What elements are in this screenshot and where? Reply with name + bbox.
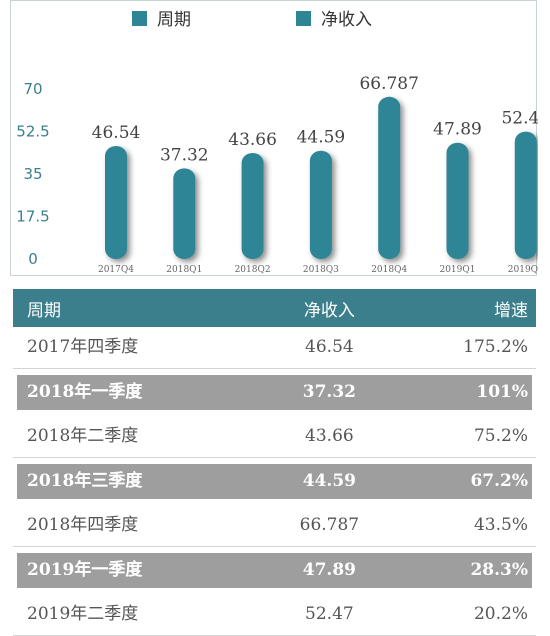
- cell-income-container: 43.66: [264, 416, 395, 458]
- cell-growth: 175.2%: [463, 337, 528, 357]
- chart-panel: 周期 净收入 0 17.5 35 52.5 70 46.54 37.32 43.66 44.5…: [10, 0, 538, 276]
- cell-growth: 20.2%: [473, 604, 528, 624]
- cell-income: 43.66: [305, 426, 354, 446]
- table-row: 2019年二季度 52.47 20.2%: [13, 594, 536, 636]
- y-tick-label: 0: [28, 250, 38, 268]
- cell-growth: 67.2%: [394, 464, 532, 499]
- header-income: 净收入: [264, 289, 395, 327]
- bar-value-label: 47.89: [433, 120, 482, 140]
- value-labels: 46.54 37.32 43.66 44.59 66.787 47.89 52.47: [92, 74, 538, 166]
- bar-value-label: 37.32: [160, 145, 209, 165]
- bar: [446, 142, 469, 259]
- table-row: 2018年二季度 43.66 75.2%: [13, 416, 536, 458]
- cell-income: 46.54: [305, 337, 354, 357]
- cell-income: 47.89: [264, 553, 395, 588]
- x-tick-label: 2018Q2: [235, 265, 271, 275]
- x-tick-label: 2018Q3: [303, 265, 339, 275]
- bar-value-label: 43.66: [228, 130, 277, 150]
- cell-growth-container: 43.5%: [394, 505, 536, 547]
- table-header-row: 周期 净收入 增速: [13, 289, 536, 327]
- cell-period: 2019年二季度: [27, 604, 139, 624]
- cell-growth-container: 67.2%: [394, 457, 536, 505]
- bar-value-label: 66.787: [359, 74, 418, 94]
- cell-income-container: 66.787: [264, 505, 395, 547]
- cell-period-container: 2018年一季度: [13, 368, 265, 416]
- cell-income-container: 44.59: [264, 457, 395, 505]
- bar: [309, 150, 332, 259]
- header-period: 周期: [13, 289, 265, 327]
- bar: [173, 168, 196, 259]
- cell-period-container: 2019年一季度: [13, 546, 265, 594]
- bar-value-label: 46.54: [92, 123, 141, 143]
- legend: 周期 净收入: [132, 10, 372, 30]
- y-tick-label: 35: [23, 165, 42, 183]
- legend-swatch-period: [132, 11, 147, 26]
- header-growth: 增速: [394, 289, 536, 327]
- bar: [105, 145, 127, 259]
- cell-growth-container: 28.3%: [394, 546, 536, 594]
- x-tick-label: 2019Q1: [439, 265, 475, 275]
- bar-value-label: 52.47: [501, 109, 538, 129]
- cell-period: 2018年三季度: [17, 464, 265, 499]
- cell-period: 2018年四季度: [27, 515, 139, 535]
- bar: [514, 131, 537, 259]
- cell-income: 66.787: [299, 515, 360, 535]
- legend-label-income: 净收入: [321, 10, 372, 30]
- x-tick-label: 2018Q1: [166, 265, 202, 275]
- cell-income-container: 37.32: [264, 368, 395, 416]
- cell-period-container: 2018年三季度: [13, 457, 265, 505]
- cell-growth-container: 101%: [394, 368, 536, 416]
- legend-label-period: 周期: [157, 10, 191, 30]
- cell-period-container: 2018年四季度: [13, 505, 265, 547]
- y-axis: 0 17.5 35 52.5 70: [16, 80, 49, 268]
- table-row: 2017年四季度 46.54 175.2%: [13, 327, 536, 369]
- cell-income: 37.32: [264, 375, 395, 410]
- bars: [105, 96, 537, 259]
- cell-period: 2018年二季度: [27, 426, 139, 446]
- cell-period-container: 2017年四季度: [13, 327, 265, 369]
- cell-period-container: 2019年二季度: [13, 594, 265, 636]
- x-tick-label: 2018Q4: [371, 265, 407, 275]
- bar-value-label: 44.59: [297, 128, 346, 148]
- cell-period-container: 2018年二季度: [13, 416, 265, 458]
- table-body: 2017年四季度 46.54 175.2% 2018年一季度 37.32 101% 2018…: [13, 327, 536, 636]
- table-row: 2018年四季度 66.787 43.5%: [13, 505, 536, 547]
- x-axis: 2017Q4 2018Q1 2018Q2 2018Q3 2018Q4 2019Q1 2019…: [98, 265, 538, 275]
- cell-income-container: 47.89: [264, 546, 395, 594]
- legend-swatch-income: [296, 11, 311, 26]
- bar: [241, 152, 264, 259]
- cell-income-container: 46.54: [264, 327, 395, 369]
- cell-growth-container: 20.2%: [394, 594, 536, 636]
- table-row: 2018年一季度 37.32 101%: [13, 368, 536, 416]
- cell-period: 2017年四季度: [27, 337, 139, 357]
- y-tick-label: 17.5: [16, 208, 49, 226]
- cell-income-container: 52.47: [264, 594, 395, 636]
- bar-chart: 周期 净收入 0 17.5 35 52.5 70 46.54 37.32 43.66 44.5…: [16, 10, 538, 275]
- cell-growth-container: 175.2%: [394, 327, 536, 369]
- data-table: 周期 净收入 增速 2017年四季度 46.54 175.2% 2018年一季度 37.…: [13, 289, 536, 636]
- x-tick-label: 2019Q2: [508, 265, 538, 275]
- bar: [378, 96, 401, 259]
- table-row: 2018年三季度 44.59 67.2%: [13, 457, 536, 505]
- cell-growth: 43.5%: [473, 515, 528, 535]
- cell-period: 2018年一季度: [17, 375, 265, 410]
- y-tick-label: 70: [23, 80, 42, 98]
- cell-income: 44.59: [264, 464, 395, 499]
- cell-period: 2019年一季度: [17, 553, 265, 588]
- cell-income: 52.47: [305, 604, 354, 624]
- cell-growth: 28.3%: [394, 553, 532, 588]
- table-row: 2019年一季度 47.89 28.3%: [13, 546, 536, 594]
- cell-growth: 101%: [394, 375, 532, 410]
- y-tick-label: 52.5: [16, 123, 49, 141]
- cell-growth: 75.2%: [473, 426, 528, 446]
- cell-growth-container: 75.2%: [394, 416, 536, 458]
- x-tick-label: 2017Q4: [98, 265, 134, 275]
